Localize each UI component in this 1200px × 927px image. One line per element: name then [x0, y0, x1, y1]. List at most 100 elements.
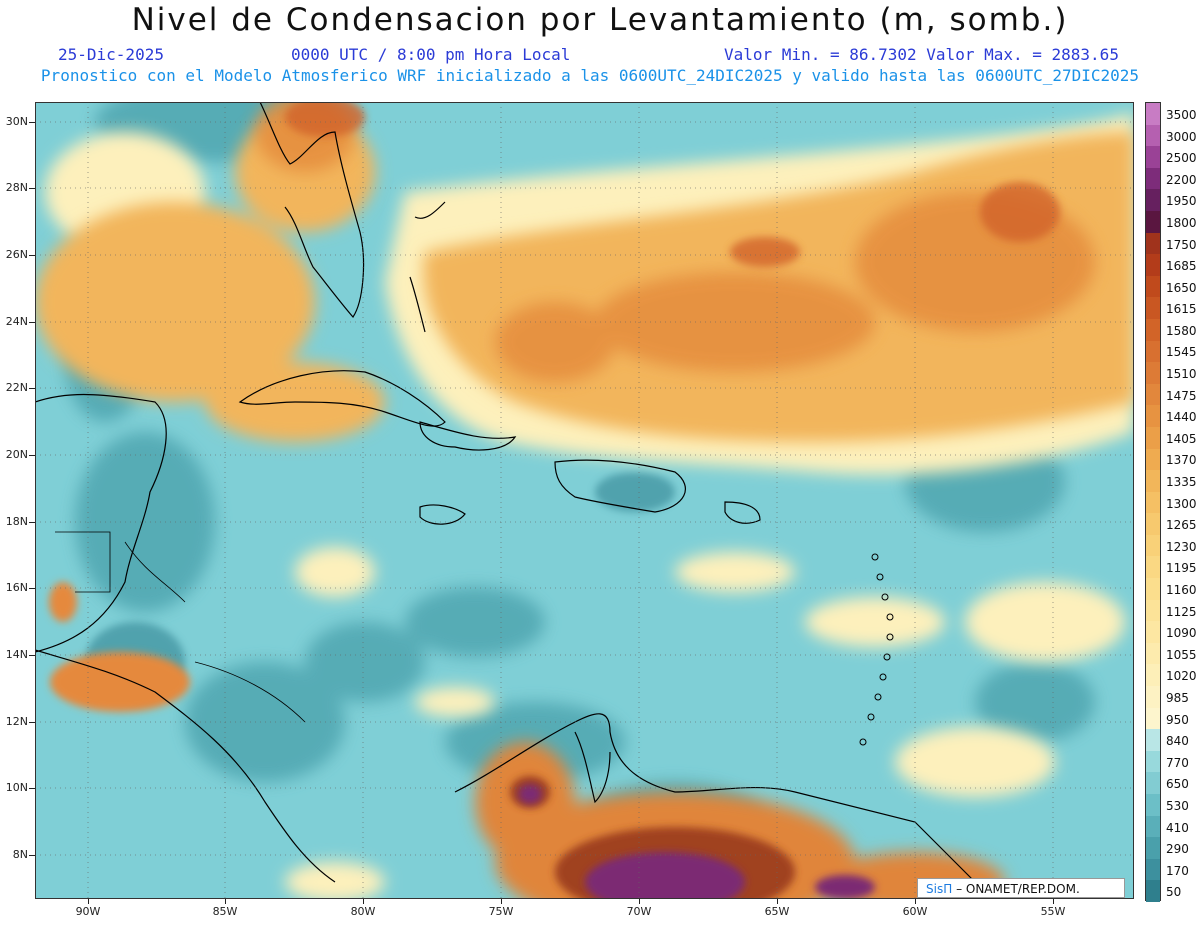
lat-label: 30N: [5, 115, 28, 128]
lat-tick: [29, 522, 35, 523]
color-legend-swatch: [1146, 729, 1160, 752]
color-legend-label: 1950: [1166, 194, 1197, 209]
lat-label: 10N: [5, 781, 28, 794]
color-legend-label: 1335: [1166, 475, 1197, 490]
color-legend-swatch: [1146, 146, 1160, 169]
color-legend-swatch: [1146, 232, 1160, 255]
lat-tick: [29, 255, 35, 256]
color-legend-label: 2500: [1166, 151, 1197, 166]
lon-tick: [777, 899, 778, 904]
color-legend-swatch: [1146, 103, 1160, 126]
color-legend-swatch: [1146, 772, 1160, 795]
color-legend-label: 1300: [1166, 496, 1197, 511]
lat-label: 14N: [5, 648, 28, 661]
color-legend-swatch: [1146, 297, 1160, 320]
color-legend-swatch: [1146, 210, 1160, 234]
lat-label: 20N: [5, 448, 28, 461]
map-title: Nivel de Condensacion por Levantamiento …: [131, 2, 1069, 38]
color-legend-label: 3000: [1166, 129, 1197, 144]
color-legend-label: 1545: [1166, 345, 1197, 360]
color-legend-label: 1160: [1166, 583, 1197, 598]
color-legend-swatch: [1146, 815, 1160, 838]
condensation-level-field: [35, 102, 1134, 899]
color-legend-label: 770: [1166, 755, 1189, 770]
color-legend-swatch: [1146, 707, 1160, 730]
lat-label: 8N: [12, 848, 28, 861]
color-legend-swatch: [1146, 426, 1160, 449]
color-legend-swatch: [1146, 254, 1160, 277]
color-legend-swatch: [1146, 880, 1160, 903]
color-legend-label: 530: [1166, 798, 1189, 813]
color-legend-swatch: [1146, 318, 1160, 342]
color-legend-label: 1090: [1166, 626, 1197, 641]
lat-tick: [29, 122, 35, 123]
color-legend-swatch: [1146, 189, 1160, 212]
lon-label: 90W: [75, 905, 101, 918]
color-legend-label: 2200: [1166, 172, 1197, 187]
color-legend-swatch: [1146, 340, 1160, 363]
color-legend-swatch: [1146, 686, 1160, 709]
color-legend-label: 1685: [1166, 259, 1197, 274]
forecast-date: 25-Dic-2025: [58, 45, 164, 64]
lat-tick: [29, 322, 35, 323]
color-legend-swatch: [1146, 124, 1160, 147]
lon-label: 85W: [212, 905, 238, 918]
org-name: – ONAMET/REP.DOM.: [956, 882, 1080, 896]
color-legend-swatch: [1146, 750, 1160, 773]
lon-tick: [88, 899, 89, 904]
color-legend-swatch: [1146, 858, 1160, 881]
color-legend-label: 1650: [1166, 280, 1197, 295]
branding-box: SisΠ – ONAMET/REP.DOM.: [917, 878, 1125, 898]
color-legend-swatch: [1146, 642, 1160, 665]
color-legend-swatch: [1146, 599, 1160, 622]
sispi-logo: SisΠ: [926, 882, 953, 896]
lon-tick: [363, 899, 364, 904]
lon-tick: [1053, 899, 1054, 904]
color-legend-label: 985: [1166, 691, 1189, 705]
color-legend-bar: [1145, 102, 1161, 903]
lon-label: 75W: [488, 905, 514, 918]
color-legend-label: 1265: [1166, 518, 1197, 533]
forecast-time: 0000 UTC / 8:00 pm Hora Local: [291, 45, 571, 64]
lat-label: 28N: [5, 181, 28, 194]
color-legend-label: 1055: [1166, 647, 1197, 662]
color-legend-swatch: [1146, 578, 1160, 601]
lon-label: 65W: [764, 905, 790, 918]
color-legend-label: 1125: [1166, 604, 1197, 619]
color-legend-label: 410: [1166, 820, 1189, 835]
lat-tick: [29, 588, 35, 589]
color-legend-swatch: [1146, 794, 1160, 817]
lat-tick: [29, 388, 35, 389]
color-legend-swatch: [1146, 448, 1160, 471]
lat-label: 16N: [5, 581, 28, 594]
lat-tick: [29, 655, 35, 656]
lat-label: 18N: [5, 515, 28, 528]
color-legend-swatch: [1146, 405, 1160, 428]
color-legend-label: 290: [1166, 842, 1189, 857]
color-legend-label: 950: [1166, 712, 1189, 727]
color-legend-swatch: [1146, 513, 1160, 536]
color-legend-label: 650: [1166, 777, 1189, 792]
min-max-values: Valor Min. = 86.7302 Valor Max. = 2883.6…: [724, 45, 1119, 64]
color-legend-label: 1020: [1166, 669, 1197, 684]
lat-tick: [29, 855, 35, 856]
color-legend-swatch: [1146, 383, 1160, 406]
color-legend-label: 1750: [1166, 237, 1197, 252]
color-legend-label: 50: [1166, 885, 1182, 900]
lon-tick: [915, 899, 916, 904]
color-legend-label: 1615: [1166, 302, 1197, 317]
lat-label: 24N: [5, 315, 28, 328]
color-legend-label: 1580: [1166, 323, 1197, 338]
lon-tick: [501, 899, 502, 904]
color-legend-label: 1230: [1166, 539, 1197, 554]
color-legend-label: 1370: [1166, 453, 1197, 468]
color-legend-label: 1510: [1166, 367, 1197, 382]
color-legend-swatch: [1146, 275, 1160, 298]
color-legend-label: 1440: [1166, 410, 1197, 425]
color-legend-label: 170: [1166, 863, 1189, 878]
color-legend-label: 1800: [1166, 215, 1197, 230]
map-panel: [35, 102, 1134, 899]
color-legend-swatch: [1146, 167, 1160, 190]
color-legend-swatch: [1146, 556, 1160, 579]
color-legend-label: 3500: [1166, 107, 1197, 122]
